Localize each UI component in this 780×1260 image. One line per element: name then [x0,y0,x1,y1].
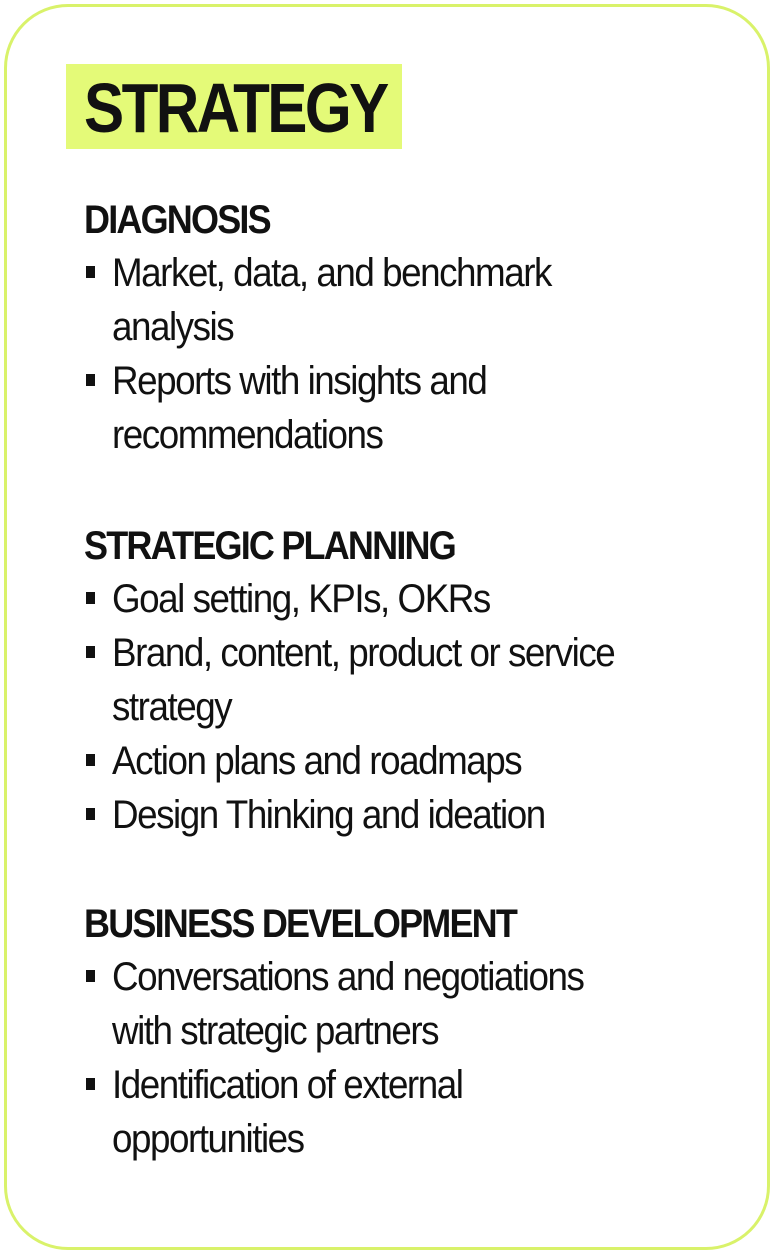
section-business-development: BUSINESS DEVELOPMENT Conversations and n… [84,900,724,1166]
list-item-text: Brand, content, product or service strat… [112,631,616,729]
bullet-icon [86,808,95,820]
list-item: Design Thinking and ideation [84,788,724,842]
bullet-icon [86,592,95,604]
bullet-icon [86,374,95,386]
page-title: STRATEGY [84,69,389,147]
section-heading: BUSINESS DEVELOPMENT [84,902,518,946]
list-item: Reports with insights and recommendation… [84,354,724,462]
list-item-text: Design Thinking and ideation [112,793,546,837]
bullet-list: Conversations and negotiations with stra… [84,950,724,1166]
list-item: Market, data, and benchmark analysis [84,246,724,354]
list-item-text: Reports with insights and recommendation… [112,359,488,457]
section-heading: DIAGNOSIS [84,198,272,242]
bullet-list: Goal setting, KPIs, OKRs Brand, content,… [84,572,724,842]
list-item: Action plans and roadmaps [84,734,724,788]
list-item: Identification of external opportunities [84,1058,724,1166]
bullet-icon [86,1078,95,1090]
bullet-icon [86,970,95,982]
list-item: Goal setting, KPIs, OKRs [84,572,724,626]
strategy-card [4,4,770,1250]
list-item: Conversations and negotiations with stra… [84,950,724,1058]
title-highlight [66,64,402,149]
list-item-text: Action plans and roadmaps [112,739,523,783]
bullet-list: Market, data, and benchmark analysis Rep… [84,246,724,462]
list-item-text: Conversations and negotiations with stra… [112,955,585,1053]
list-item-text: Identification of external opportunities [112,1063,464,1161]
bullet-icon [86,266,95,278]
list-item: Brand, content, product or service strat… [84,626,724,734]
section-heading: STRATEGIC PLANNING [84,524,457,568]
list-item-text: Market, data, and benchmark analysis [112,251,552,349]
list-item-text: Goal setting, KPIs, OKRs [112,577,491,621]
bullet-icon [86,754,95,766]
section-diagnosis: DIAGNOSIS Market, data, and benchmark an… [84,196,724,462]
section-strategic-planning: STRATEGIC PLANNING Goal setting, KPIs, O… [84,522,724,842]
bullet-icon [86,646,95,658]
